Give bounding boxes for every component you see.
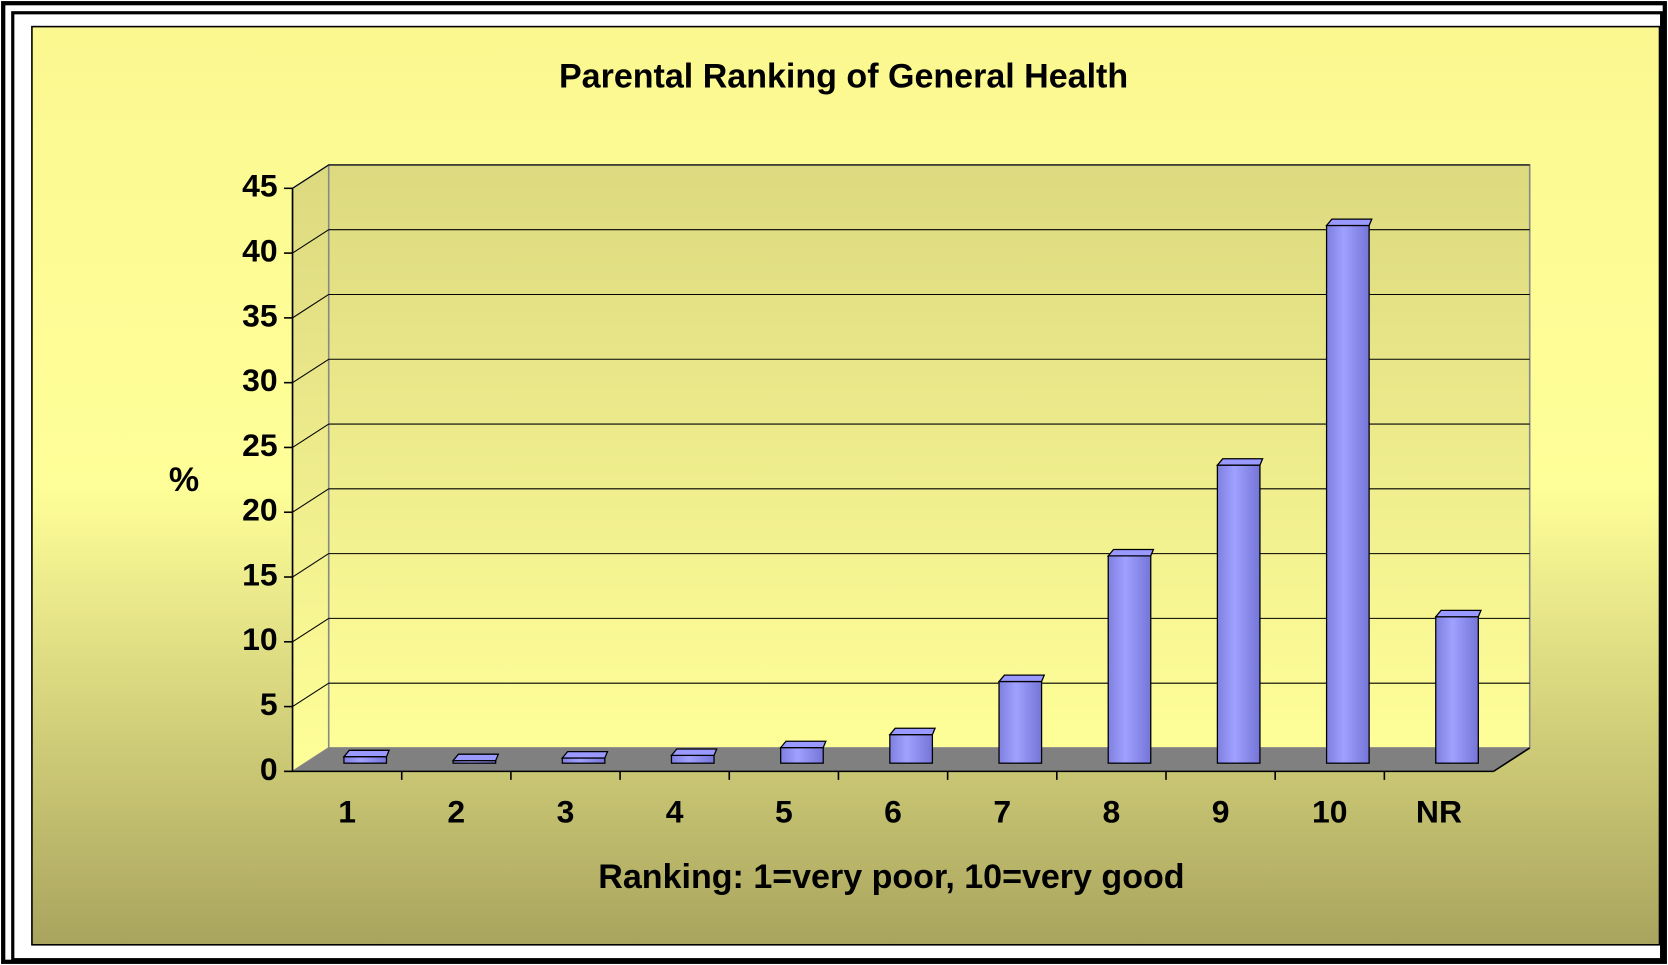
y-tick-label: 10: [242, 621, 277, 657]
floor-edge: [1493, 747, 1531, 773]
bar-top: [1106, 548, 1155, 557]
y-tick-label: 15: [242, 556, 277, 592]
bar: [1106, 548, 1155, 764]
bar: [779, 740, 827, 764]
grid-line: [292, 553, 329, 578]
y-tick-label: 35: [242, 297, 277, 333]
bar: [1216, 458, 1264, 764]
y-tick-label: 30: [242, 362, 277, 398]
x-tick-label: 6: [884, 793, 902, 829]
bar-top: [888, 727, 937, 736]
y-axis-label: %: [169, 461, 199, 499]
bar-top: [1434, 609, 1482, 618]
x-tick-label: 10: [1312, 793, 1347, 829]
y-tick-label: 20: [242, 492, 277, 528]
bar: [342, 749, 391, 764]
bar-body: [889, 734, 934, 764]
x-tick-label: 9: [1212, 793, 1230, 829]
bar-body: [561, 757, 606, 764]
bar-body: [1216, 464, 1261, 764]
bar-body: [998, 680, 1043, 764]
bar-body: [1325, 224, 1370, 764]
grid-line: [292, 617, 329, 643]
bar-top: [670, 748, 718, 757]
y-tick-label: 45: [242, 168, 277, 204]
x-tick-label: 2: [447, 793, 465, 829]
bar-top: [1325, 218, 1373, 227]
x-tick-label: 7: [993, 793, 1011, 829]
bar-body: [343, 756, 388, 764]
grid-line: [292, 682, 329, 708]
y-tick-label: 5: [260, 686, 278, 722]
grid-line: [292, 294, 329, 319]
x-tick-label: 1: [338, 793, 356, 829]
x-tick-label: 3: [557, 793, 575, 829]
bar-top: [1216, 458, 1264, 466]
bar-top: [997, 674, 1046, 683]
grid-line: [292, 358, 329, 384]
bar-top: [342, 749, 391, 758]
bar: [451, 753, 500, 764]
bar-body: [1435, 616, 1479, 764]
bar-top: [560, 750, 609, 759]
bar-top: [779, 740, 827, 749]
bar-body: [780, 746, 824, 764]
x-tick-label: NR: [1416, 793, 1462, 829]
grid-line: [292, 164, 329, 189]
grid-line: [292, 488, 329, 513]
bar-body: [1107, 555, 1152, 764]
side-wall: [291, 163, 330, 773]
y-tick-label: 25: [242, 427, 277, 463]
chart-title: Parental Ranking of General Health: [559, 58, 1128, 96]
bar-top: [451, 753, 500, 762]
y-tick-label: 40: [242, 233, 277, 269]
x-tick-label: 4: [666, 793, 684, 829]
bar: [1325, 218, 1373, 764]
x-tick-label: 5: [775, 793, 793, 829]
bar: [888, 727, 937, 764]
x-axis-label: Ranking: 1=very poor, 10=very good: [598, 858, 1184, 896]
x-tick-label: 8: [1103, 793, 1121, 829]
y-tick-label: 0: [260, 751, 278, 787]
bar-body: [670, 754, 715, 764]
bar: [997, 674, 1046, 764]
grid-line: [292, 423, 329, 448]
bar: [1434, 609, 1482, 764]
grid-line: [292, 229, 329, 254]
bar: [670, 748, 718, 764]
bar: [560, 750, 609, 764]
